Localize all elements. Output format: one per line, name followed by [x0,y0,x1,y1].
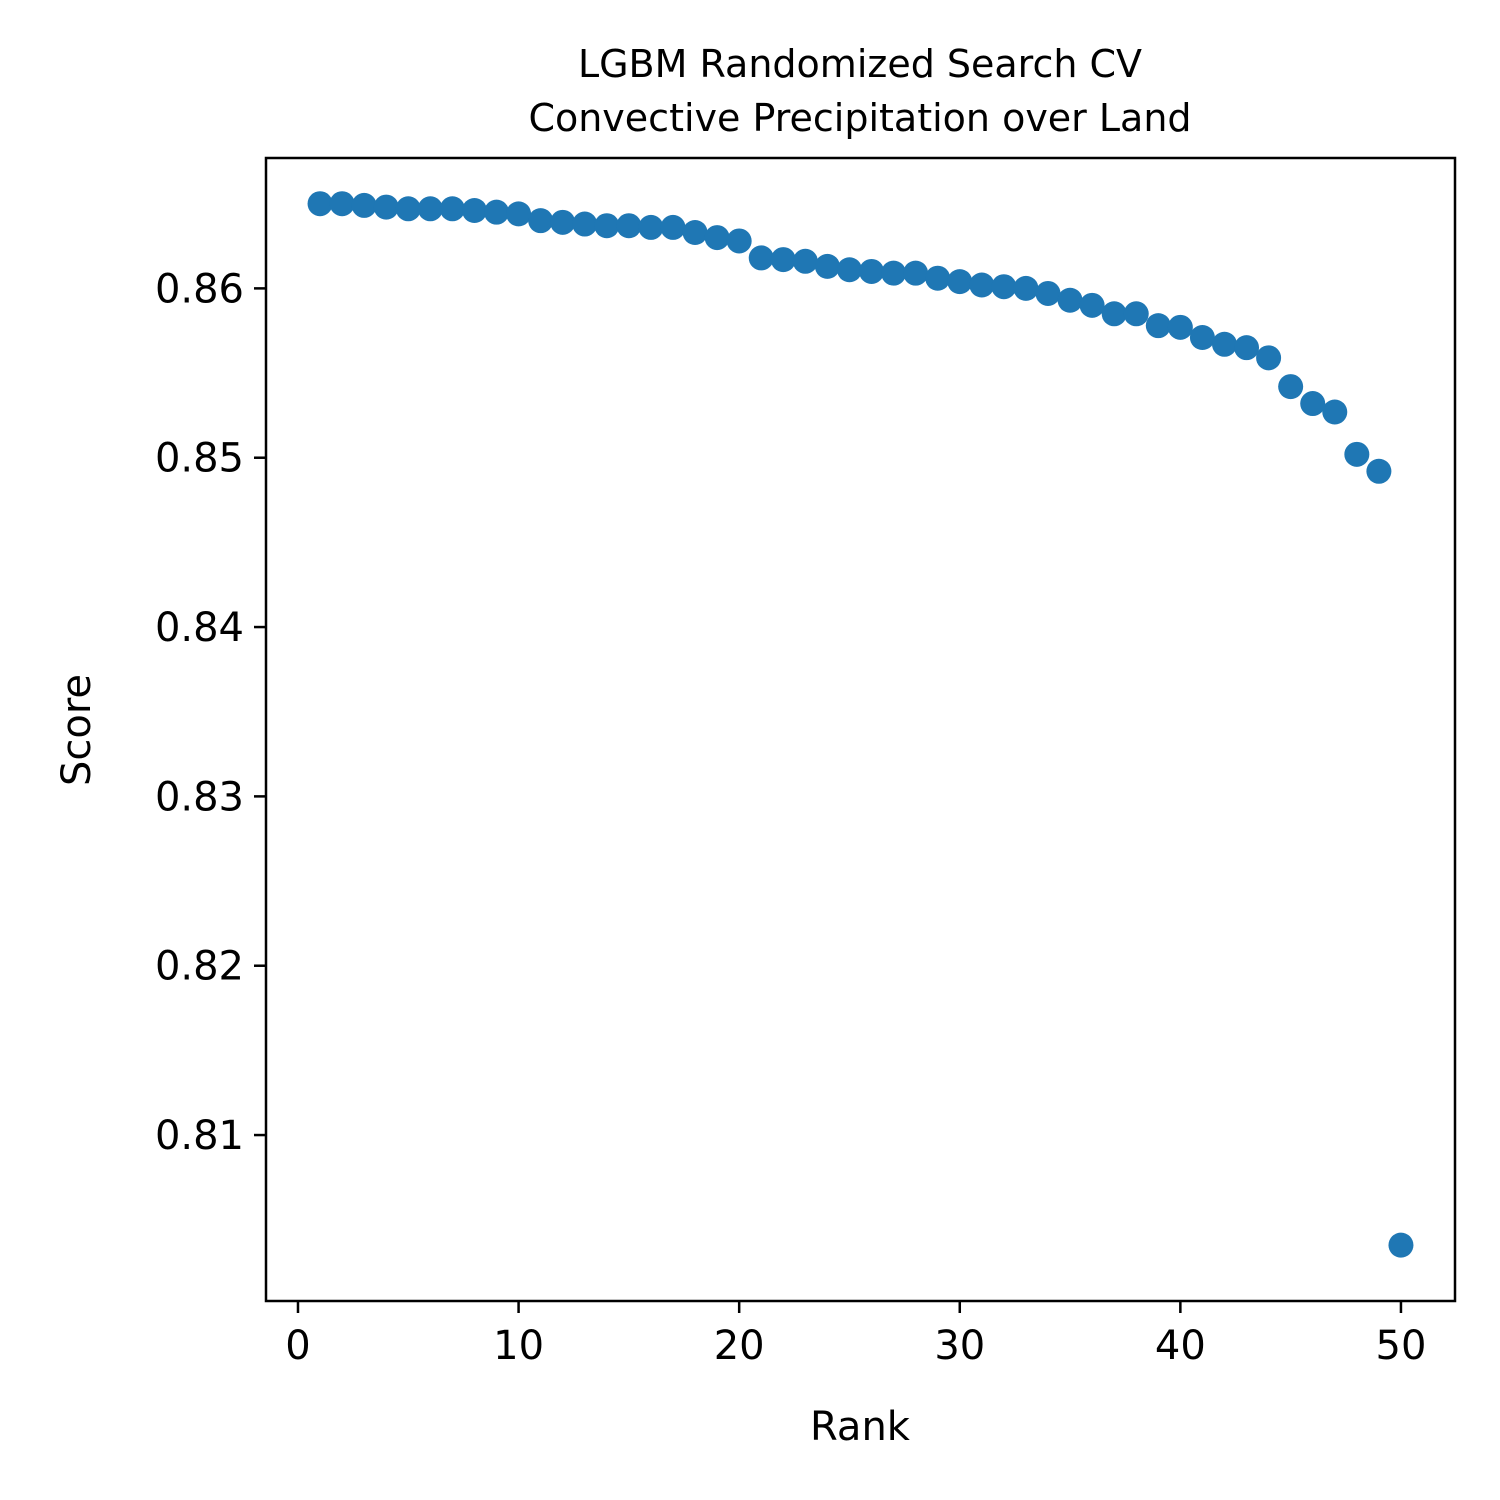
data-point [859,258,885,284]
data-point [1278,374,1304,400]
x-tick-label: 10 [493,1323,544,1369]
data-point [1256,345,1282,371]
data-point [1035,280,1061,306]
data-point [528,208,554,234]
y-tick-label: 0.83 [155,774,244,820]
data-point [1013,275,1039,301]
data-point [660,214,686,240]
x-tick-label: 30 [934,1323,985,1369]
data-point [903,260,929,286]
data-point [417,196,443,222]
data-point [1322,399,1348,425]
y-tick-label: 0.82 [155,944,244,990]
data-point [461,197,487,223]
data-point [1234,335,1260,361]
x-tick-label: 40 [1155,1323,1206,1369]
data-point [1189,324,1215,350]
data-point [1388,1232,1414,1258]
data-point [947,269,973,295]
plot-frame [264,156,1457,1303]
chart-subtitle: Convective Precipitation over Land [528,96,1191,140]
data-point [991,274,1017,300]
y-axis-label: Score [54,674,100,786]
data-point [506,201,532,227]
y-tick-label: 0.84 [155,605,244,651]
data-point [1079,292,1105,318]
data-point [814,253,840,279]
chart-title: LGBM Randomized Search CV [578,42,1142,86]
data-point [792,248,818,274]
data-point [682,220,708,246]
data-point [307,191,333,217]
data-point [1211,331,1237,357]
data-point [836,257,862,283]
data-point [748,245,774,271]
x-tick-label: 0 [285,1323,310,1369]
data-point [1344,441,1370,467]
data-point [550,209,576,235]
data-point [351,192,377,218]
axis-ticks: 0 10 20 30 40 50 0.81 0.82 0.83 0.84 0.85 0.86 [155,266,1426,1369]
y-tick-label: 0.85 [155,436,244,482]
data-point [572,211,598,237]
data-point [484,199,510,225]
data-point [439,196,465,222]
data-point [594,213,620,239]
data-point [1145,313,1171,339]
data-point [1101,301,1127,327]
y-tick-label: 0.86 [155,266,244,312]
data-point [881,260,907,286]
data-point [770,247,796,273]
data-point [395,196,421,222]
data-point [925,265,951,291]
data-point [329,191,355,217]
data-point [373,194,399,220]
data-point [616,213,642,239]
x-axis-label: Rank [810,1404,911,1450]
y-tick-label: 0.81 [155,1113,244,1159]
x-tick-label: 20 [714,1323,765,1369]
data-point [704,225,730,251]
data-point [726,228,752,254]
x-tick-label: 50 [1376,1323,1427,1369]
data-point [1123,301,1149,327]
data-point [1300,391,1326,417]
data-point [1366,458,1392,484]
data-point [1167,314,1193,340]
data-point [969,272,995,298]
data-point [638,214,664,240]
data-point [1057,287,1083,313]
data-points [307,191,1414,1258]
